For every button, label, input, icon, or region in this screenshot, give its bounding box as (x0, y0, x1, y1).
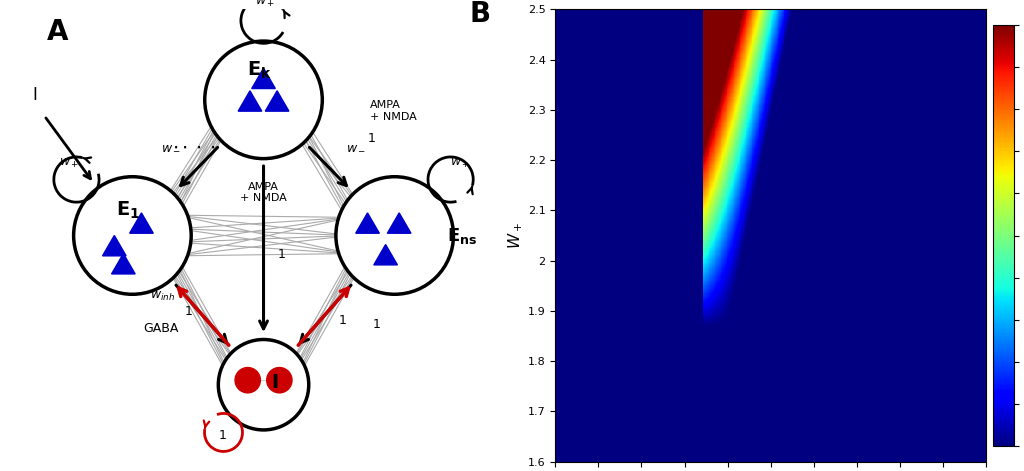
Circle shape (74, 177, 191, 294)
Polygon shape (252, 68, 275, 89)
Circle shape (336, 177, 454, 294)
Text: $w_+$: $w_+$ (451, 156, 470, 170)
Text: A: A (46, 18, 68, 47)
Text: $\mathbf{E_{ns}}$: $\mathbf{E_{ns}}$ (446, 226, 477, 245)
Circle shape (236, 367, 260, 393)
Polygon shape (265, 91, 289, 111)
Text: $w_-$: $w_-$ (346, 139, 367, 153)
Circle shape (205, 41, 323, 159)
Polygon shape (374, 244, 397, 265)
Text: $w_+$: $w_+$ (59, 156, 79, 170)
Polygon shape (355, 213, 379, 233)
Text: $w_+$: $w_+$ (255, 0, 275, 9)
Text: 1: 1 (219, 429, 226, 442)
Text: AMPA
+ NMDA: AMPA + NMDA (370, 100, 417, 122)
Text: 1: 1 (278, 248, 286, 261)
Polygon shape (387, 213, 411, 233)
Text: 1: 1 (185, 305, 193, 318)
Text: 1: 1 (339, 314, 347, 327)
Text: I: I (33, 86, 38, 104)
Polygon shape (130, 213, 154, 233)
Y-axis label: $W_+$: $W_+$ (506, 222, 525, 249)
Text: $\mathbf{I}$: $\mathbf{I}$ (271, 373, 279, 392)
Circle shape (218, 340, 309, 430)
Text: $w_-$: $w_-$ (161, 139, 181, 153)
Text: B: B (469, 0, 490, 28)
Text: GABA: GABA (143, 322, 179, 335)
Text: $\mathbf{E_1}$: $\mathbf{E_1}$ (116, 200, 140, 221)
Circle shape (266, 367, 292, 393)
Text: 1: 1 (368, 132, 376, 145)
Text: AMPA
+ NMDA: AMPA + NMDA (241, 182, 287, 203)
Polygon shape (239, 91, 262, 111)
Text: $\mathbf{E_k}$: $\mathbf{E_k}$ (247, 60, 271, 81)
Text: $\cdot\cdot\cdot\cdot$: $\cdot\cdot\cdot\cdot$ (172, 138, 215, 157)
Text: $w_{inh}$: $w_{inh}$ (151, 290, 176, 303)
Text: 1: 1 (373, 318, 381, 331)
Polygon shape (102, 236, 126, 256)
Polygon shape (112, 253, 135, 274)
